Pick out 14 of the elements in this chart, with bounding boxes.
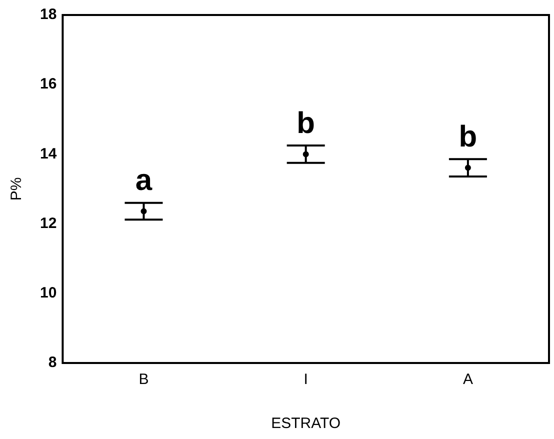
y-tick-label: 12 — [40, 214, 57, 232]
x-tick-label: A — [462, 371, 473, 388]
x-tick-label: I — [304, 371, 308, 388]
annotation: b — [458, 120, 478, 154]
y-tick-label: 16 — [40, 76, 57, 93]
y-tick-label: 10 — [40, 284, 57, 302]
y-tick-label: 14 — [40, 145, 58, 162]
annotation: b — [296, 106, 316, 140]
x-axis-title: ESTRATO — [271, 415, 341, 432]
y-axis-title: P% — [8, 177, 26, 201]
y-tick-label: 8 — [48, 354, 57, 372]
annotation: a — [135, 164, 152, 198]
y-tick-label: 18 — [40, 6, 57, 24]
x-tick-label: B — [138, 371, 149, 388]
